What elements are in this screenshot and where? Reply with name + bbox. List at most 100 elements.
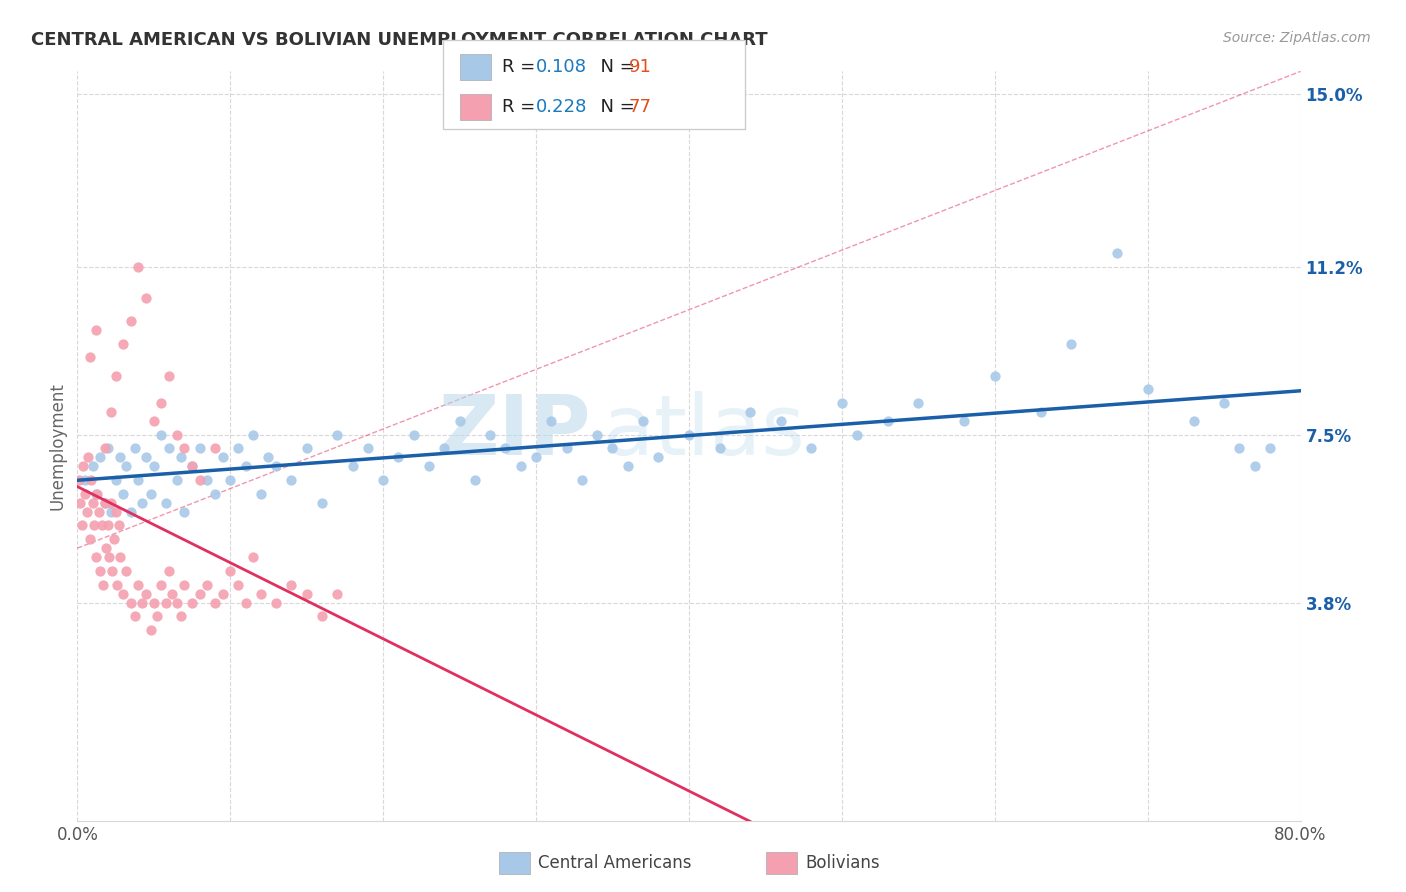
Point <box>155 596 177 610</box>
Point <box>524 450 547 465</box>
Point <box>94 442 117 456</box>
Point <box>371 473 394 487</box>
Point <box>139 486 162 500</box>
Point <box>82 496 104 510</box>
Point <box>211 586 233 600</box>
Point <box>96 541 118 556</box>
Point <box>142 414 165 428</box>
Point <box>166 596 188 610</box>
Point <box>94 496 117 510</box>
Point <box>135 586 157 600</box>
Point <box>173 577 195 591</box>
Point <box>387 450 409 465</box>
Point <box>146 609 169 624</box>
Point <box>740 405 762 419</box>
Point <box>104 368 127 383</box>
Point <box>150 396 173 410</box>
Point <box>555 442 578 456</box>
Point <box>108 450 131 465</box>
Point <box>984 368 1007 383</box>
Point <box>84 486 107 500</box>
Point <box>264 459 287 474</box>
Point <box>188 586 211 600</box>
Text: Central Americans: Central Americans <box>538 854 692 871</box>
Point <box>97 518 120 533</box>
Point <box>166 427 188 442</box>
Point <box>342 459 364 474</box>
Point <box>87 505 110 519</box>
Point <box>127 260 149 274</box>
Point <box>127 473 149 487</box>
Text: 0.108: 0.108 <box>536 58 586 76</box>
Point <box>188 442 211 456</box>
Point <box>135 292 157 306</box>
Point <box>173 442 195 456</box>
Point <box>120 596 142 610</box>
Point <box>449 414 471 428</box>
Point <box>94 496 117 510</box>
Point <box>418 459 440 474</box>
Point <box>115 564 138 578</box>
Point <box>77 450 100 465</box>
Point <box>100 496 122 510</box>
Point <box>84 550 107 565</box>
Point <box>195 473 218 487</box>
Point <box>617 459 640 474</box>
Point <box>80 473 103 487</box>
Text: 91: 91 <box>628 58 651 76</box>
Point <box>846 427 869 442</box>
Point <box>709 442 731 456</box>
Point <box>311 496 333 510</box>
Text: 0.228: 0.228 <box>536 98 588 116</box>
Point <box>1029 405 1052 419</box>
Point <box>120 314 142 328</box>
Text: R =: R = <box>502 58 541 76</box>
Point <box>769 414 792 428</box>
Point <box>91 577 114 591</box>
Text: N =: N = <box>589 98 641 116</box>
Point <box>104 473 127 487</box>
Point <box>509 459 531 474</box>
Point <box>170 450 193 465</box>
Point <box>166 473 188 487</box>
Point <box>1136 382 1159 396</box>
Point <box>120 505 142 519</box>
Point <box>464 473 486 487</box>
Point <box>89 450 111 465</box>
Point <box>98 550 121 565</box>
Text: CENTRAL AMERICAN VS BOLIVIAN UNEMPLOYMENT CORRELATION CHART: CENTRAL AMERICAN VS BOLIVIAN UNEMPLOYMEN… <box>31 31 768 49</box>
Point <box>115 459 138 474</box>
Point <box>586 427 609 442</box>
Text: N =: N = <box>589 58 641 76</box>
Text: Bolivians: Bolivians <box>806 854 880 871</box>
Point <box>907 396 929 410</box>
Point <box>124 609 146 624</box>
Point <box>124 442 146 456</box>
Point <box>326 427 349 442</box>
Point <box>181 459 204 474</box>
Point <box>83 518 105 533</box>
Point <box>250 586 273 600</box>
Point <box>67 473 90 487</box>
Point <box>90 518 112 533</box>
Point <box>831 396 853 410</box>
Point <box>135 450 157 465</box>
Text: Source: ZipAtlas.com: Source: ZipAtlas.com <box>1223 31 1371 45</box>
Point <box>69 496 91 510</box>
Point <box>295 586 318 600</box>
Point <box>204 596 226 610</box>
Point <box>402 427 425 442</box>
Point <box>79 532 101 546</box>
Point <box>112 586 135 600</box>
Point <box>311 609 333 624</box>
Point <box>242 427 264 442</box>
Point <box>73 486 96 500</box>
Point <box>602 442 624 456</box>
Point <box>257 450 280 465</box>
Point <box>540 414 562 428</box>
Point <box>142 596 165 610</box>
Text: 77: 77 <box>628 98 651 116</box>
Point <box>1213 396 1236 410</box>
Point <box>155 496 177 510</box>
Point <box>953 414 976 428</box>
